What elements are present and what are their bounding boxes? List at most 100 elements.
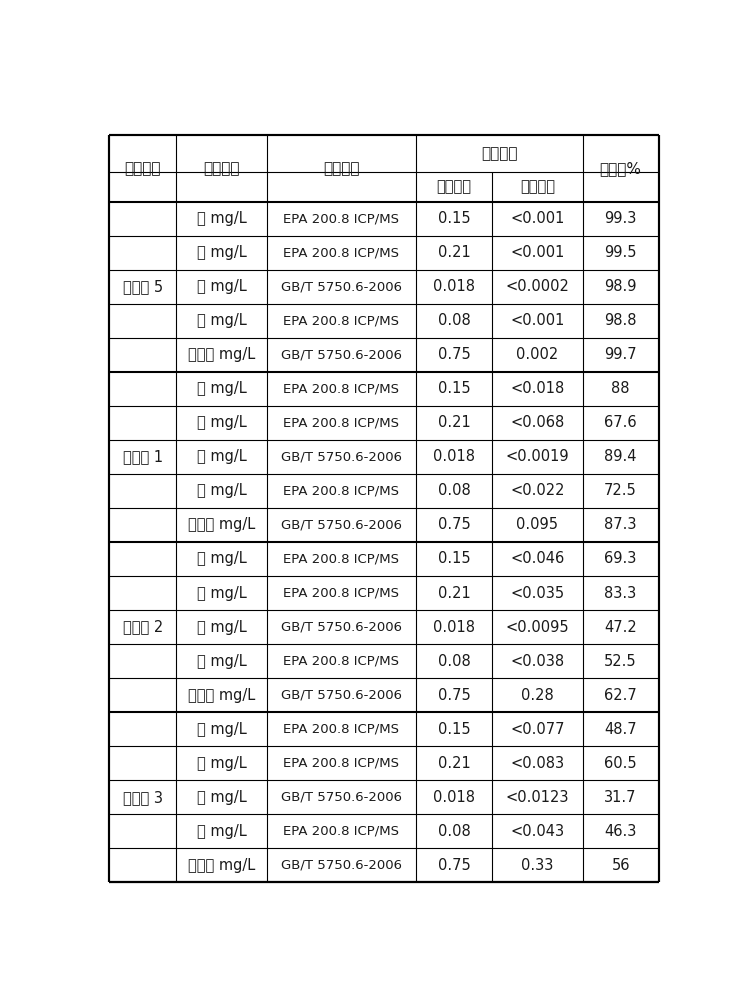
Text: <0.0123: <0.0123 <box>506 790 569 805</box>
Text: 0.33: 0.33 <box>521 858 554 873</box>
Text: 0.095: 0.095 <box>516 517 558 532</box>
Text: 67.6: 67.6 <box>604 415 637 430</box>
Text: 72.5: 72.5 <box>604 483 637 498</box>
Text: EPA 200.8 ICP/MS: EPA 200.8 ICP/MS <box>283 484 399 497</box>
Text: EPA 200.8 ICP/MS: EPA 200.8 ICP/MS <box>283 382 399 395</box>
Text: 汞 mg/L: 汞 mg/L <box>197 449 246 464</box>
Text: <0.046: <0.046 <box>510 551 565 566</box>
Text: 汞 mg/L: 汞 mg/L <box>197 620 246 635</box>
Text: <0.0095: <0.0095 <box>506 620 569 635</box>
Text: <0.018: <0.018 <box>510 381 565 396</box>
Text: 62.7: 62.7 <box>604 688 637 703</box>
Text: 98.8: 98.8 <box>604 313 637 328</box>
Text: <0.0002: <0.0002 <box>506 279 569 294</box>
Text: 89.4: 89.4 <box>604 449 637 464</box>
Text: 测试结果: 测试结果 <box>481 146 518 161</box>
Text: 对比例 3: 对比例 3 <box>123 790 163 805</box>
Text: 98.9: 98.9 <box>604 279 637 294</box>
Text: 0.75: 0.75 <box>437 517 470 532</box>
Text: GB/T 5750.6-2006: GB/T 5750.6-2006 <box>281 791 402 804</box>
Text: 钓 mg/L: 钓 mg/L <box>197 415 246 430</box>
Text: 0.018: 0.018 <box>433 790 475 805</box>
Text: 镟 mg/L: 镟 mg/L <box>197 313 246 328</box>
Text: <0.043: <0.043 <box>510 824 564 839</box>
Text: 对比例 2: 对比例 2 <box>123 620 163 635</box>
Text: 测试项目: 测试项目 <box>124 161 161 176</box>
Text: 0.21: 0.21 <box>437 415 470 430</box>
Text: 83.3: 83.3 <box>604 586 637 601</box>
Text: 56: 56 <box>611 858 630 873</box>
Text: 0.002: 0.002 <box>516 347 559 362</box>
Text: EPA 200.8 ICP/MS: EPA 200.8 ICP/MS <box>283 825 399 838</box>
Text: 99.7: 99.7 <box>604 347 637 362</box>
Text: 0.15: 0.15 <box>437 211 470 226</box>
Text: <0.001: <0.001 <box>510 245 565 260</box>
Text: 0.018: 0.018 <box>433 449 475 464</box>
Text: GB/T 5750.6-2006: GB/T 5750.6-2006 <box>281 450 402 463</box>
Text: EPA 200.8 ICP/MS: EPA 200.8 ICP/MS <box>283 757 399 770</box>
Text: GB/T 5750.6-2006: GB/T 5750.6-2006 <box>281 348 402 361</box>
Text: GB/T 5750.6-2006: GB/T 5750.6-2006 <box>281 689 402 702</box>
Text: 0.15: 0.15 <box>437 551 470 566</box>
Text: 0.15: 0.15 <box>437 722 470 737</box>
Text: EPA 200.8 ICP/MS: EPA 200.8 ICP/MS <box>283 723 399 736</box>
Text: EPA 200.8 ICP/MS: EPA 200.8 ICP/MS <box>283 416 399 429</box>
Text: 0.21: 0.21 <box>437 756 470 771</box>
Text: 六价铬 mg/L: 六价铬 mg/L <box>188 688 255 703</box>
Text: 60.5: 60.5 <box>604 756 637 771</box>
Text: GB/T 5750.6-2006: GB/T 5750.6-2006 <box>281 621 402 634</box>
Text: 实施例 5: 实施例 5 <box>123 279 163 294</box>
Text: 钓 mg/L: 钓 mg/L <box>197 756 246 771</box>
Text: 测试项目: 测试项目 <box>204 161 240 176</box>
Text: 48.7: 48.7 <box>604 722 637 737</box>
Text: EPA 200.8 ICP/MS: EPA 200.8 ICP/MS <box>283 314 399 327</box>
Text: <0.077: <0.077 <box>510 722 565 737</box>
Text: 镟 mg/L: 镟 mg/L <box>197 654 246 669</box>
Text: 礷 mg/L: 礷 mg/L <box>197 722 246 737</box>
Text: 礷 mg/L: 礷 mg/L <box>197 551 246 566</box>
Text: 礷 mg/L: 礷 mg/L <box>197 381 246 396</box>
Text: EPA 200.8 ICP/MS: EPA 200.8 ICP/MS <box>283 587 399 600</box>
Text: 99.5: 99.5 <box>604 245 637 260</box>
Text: 钓 mg/L: 钓 mg/L <box>197 245 246 260</box>
Text: <0.022: <0.022 <box>510 483 565 498</box>
Text: 汞 mg/L: 汞 mg/L <box>197 279 246 294</box>
Text: 六价铬 mg/L: 六价铬 mg/L <box>188 517 255 532</box>
Text: 0.21: 0.21 <box>437 245 470 260</box>
Text: 0.75: 0.75 <box>437 688 470 703</box>
Text: 镟 mg/L: 镟 mg/L <box>197 483 246 498</box>
Text: 99.3: 99.3 <box>604 211 637 226</box>
Text: <0.001: <0.001 <box>510 313 565 328</box>
Text: GB/T 5750.6-2006: GB/T 5750.6-2006 <box>281 859 402 872</box>
Text: 钓 mg/L: 钓 mg/L <box>197 586 246 601</box>
Text: 47.2: 47.2 <box>604 620 637 635</box>
Text: 0.08: 0.08 <box>437 313 470 328</box>
Text: 0.21: 0.21 <box>437 586 470 601</box>
Text: 0.75: 0.75 <box>437 347 470 362</box>
Text: 88: 88 <box>611 381 630 396</box>
Text: 镟 mg/L: 镟 mg/L <box>197 824 246 839</box>
Text: 31.7: 31.7 <box>604 790 637 805</box>
Text: 0.28: 0.28 <box>521 688 554 703</box>
Text: 六价铬 mg/L: 六价铬 mg/L <box>188 858 255 873</box>
Text: EPA 200.8 ICP/MS: EPA 200.8 ICP/MS <box>283 212 399 225</box>
Text: 69.3: 69.3 <box>604 551 637 566</box>
Text: EPA 200.8 ICP/MS: EPA 200.8 ICP/MS <box>283 246 399 259</box>
Text: 0.08: 0.08 <box>437 824 470 839</box>
Text: 0.15: 0.15 <box>437 381 470 396</box>
Text: <0.035: <0.035 <box>510 586 564 601</box>
Text: 0.08: 0.08 <box>437 654 470 669</box>
Text: 六价铬 mg/L: 六价铬 mg/L <box>188 347 255 362</box>
Text: EPA 200.8 ICP/MS: EPA 200.8 ICP/MS <box>283 655 399 668</box>
Text: 46.3: 46.3 <box>604 824 637 839</box>
Text: 0.018: 0.018 <box>433 279 475 294</box>
Text: 加标原水: 加标原水 <box>437 179 472 194</box>
Text: 52.5: 52.5 <box>604 654 637 669</box>
Text: 过滤后水: 过滤后水 <box>520 179 555 194</box>
Text: 测试方法: 测试方法 <box>324 161 360 176</box>
Text: <0.083: <0.083 <box>510 756 564 771</box>
Text: 0.08: 0.08 <box>437 483 470 498</box>
Text: 礷 mg/L: 礷 mg/L <box>197 211 246 226</box>
Text: 汞 mg/L: 汞 mg/L <box>197 790 246 805</box>
Text: <0.0019: <0.0019 <box>506 449 569 464</box>
